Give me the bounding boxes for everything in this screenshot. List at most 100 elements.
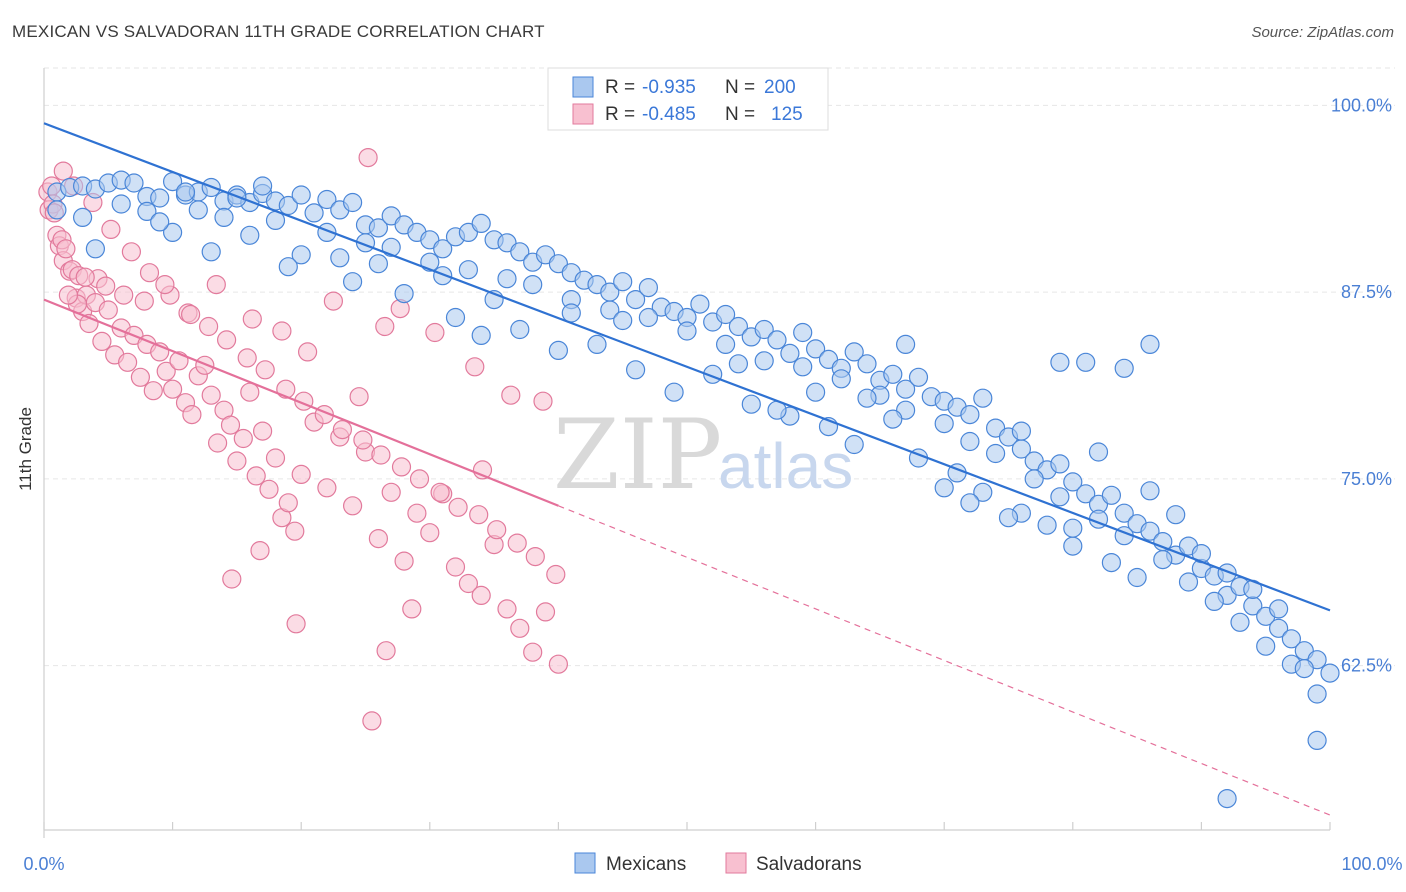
scatter-point-mexicans: [960, 493, 980, 513]
scatter-point-mexicans: [343, 272, 363, 292]
scatter-point-salvadorans: [409, 469, 430, 489]
scatter-point-salvadorans: [114, 285, 134, 305]
scatter-point-mexicans: [523, 275, 543, 295]
scatter-point-salvadorans: [286, 614, 306, 634]
scatter-point-mexicans: [908, 367, 929, 387]
scatter-point-mexicans: [291, 185, 311, 205]
scatter-point-mexicans: [137, 201, 157, 221]
scatter-point-mexicans: [343, 192, 363, 213]
x-ticks: [43, 822, 1331, 838]
scatter-point-salvadorans: [471, 585, 491, 606]
scatter-point-mexicans: [330, 248, 350, 268]
scatter-point-salvadorans: [375, 316, 395, 337]
scatter-point-mexicans: [985, 443, 1006, 464]
scatter-point-mexicans: [857, 354, 877, 374]
scatter-point-mexicans: [767, 330, 787, 350]
scatter-point-salvadorans: [53, 161, 73, 181]
scatter-point-mexicans: [625, 360, 646, 380]
scatter-point-salvadorans: [291, 464, 311, 484]
scatter-point-salvadorans: [56, 239, 76, 259]
scatter-point-mexicans: [728, 354, 749, 374]
legend-r-label-salvadorans: R =: [605, 104, 635, 125]
scatter-point-mexicans: [72, 207, 93, 227]
scatter-point-salvadorans: [208, 433, 228, 453]
scatter-point-mexicans: [741, 394, 761, 414]
scatter-point-mexicans: [304, 203, 324, 223]
scatter-point-mexicans: [1050, 352, 1070, 372]
scatter-point-mexicans: [587, 334, 607, 354]
scatter-point-mexicans: [664, 382, 684, 402]
scatter-point-salvadorans: [323, 291, 343, 311]
scatter-point-salvadorans: [533, 391, 553, 411]
scatter-point-salvadorans: [143, 381, 163, 401]
scatter-point-salvadorans: [259, 479, 279, 499]
y-axis-label: 11th Grade: [16, 407, 35, 491]
scatter-point-mexicans: [895, 379, 916, 399]
scatter-point-salvadorans: [130, 367, 150, 387]
scatter-point-salvadorans: [510, 618, 530, 638]
scatter-point-mexicans: [1268, 599, 1289, 619]
scatter-point-mexicans: [1281, 629, 1302, 649]
scatter-point-mexicans: [1063, 536, 1083, 556]
bottom-legend-swatch-salvadorans: [725, 852, 747, 874]
scatter-point-mexicans: [1076, 484, 1096, 504]
scatter-point-salvadorans: [58, 285, 79, 305]
scatter-point-mexicans: [458, 260, 478, 280]
chart-title: MEXICAN VS SALVADORAN 11TH GRADE CORRELA…: [12, 22, 545, 41]
watermark-atlas: atlas: [718, 430, 853, 502]
y-tick-label: 75.0%: [1341, 469, 1392, 489]
scatter-point-salvadorans: [117, 352, 138, 372]
scatter-point-salvadorans: [237, 348, 257, 368]
scatter-point-mexicans: [201, 242, 221, 262]
scatter-point-salvadorans: [220, 415, 241, 435]
series-salvadorans: [38, 148, 569, 731]
scatter-point-mexicans: [1256, 636, 1276, 656]
watermark: ZIP atlas: [553, 399, 853, 511]
scatter-point-salvadorans: [507, 533, 527, 553]
scatter-point-mexicans: [433, 239, 453, 259]
scatter-point-mexicans: [973, 482, 993, 502]
scatter-point-mexicans: [1050, 454, 1070, 474]
scatter-point-mexicans: [1063, 518, 1083, 538]
scatter-point-salvadorans: [285, 521, 305, 541]
scatter-point-mexicans: [793, 357, 813, 377]
top-legend: R = -0.935 N = 200 R = -0.485 N = 125: [547, 67, 829, 131]
scatter-point-mexicans: [831, 369, 851, 389]
scatter-point-mexicans: [1166, 505, 1186, 525]
scatter-point-salvadorans: [362, 711, 382, 731]
scatter-point-salvadorans: [134, 291, 154, 311]
scatter-point-mexicans: [1101, 485, 1122, 505]
scatter-point-salvadorans: [317, 478, 337, 498]
scatter-point-mexicans: [368, 254, 388, 274]
scatter-point-salvadorans: [371, 445, 391, 465]
scatter-point-salvadorans: [201, 385, 221, 405]
scatter-point-mexicans: [561, 303, 581, 323]
scatter-point-mexicans: [150, 212, 170, 232]
scatter-point-mexicans: [857, 388, 877, 408]
scatter-point-salvadorans: [250, 540, 270, 561]
scatter-point-salvadorans: [181, 304, 201, 325]
scatter-point-mexicans: [214, 207, 234, 227]
scatter-point-mexicans: [625, 290, 646, 310]
scatter-point-salvadorans: [407, 503, 427, 523]
scatter-point-mexicans: [150, 188, 170, 208]
trendline-mexicans: [43, 122, 1331, 612]
scatter-point-salvadorans: [548, 654, 569, 674]
legend-swatch-salvadorans: [572, 103, 594, 125]
y-tick-label: 62.5%: [1341, 656, 1392, 676]
scatter-point-salvadorans: [381, 482, 401, 502]
scatter-point-salvadorans: [182, 405, 202, 425]
scatter-point-mexicans: [1076, 352, 1096, 372]
scatter-point-mexicans: [188, 200, 208, 220]
scatter-point-salvadorans: [501, 385, 521, 405]
scatter-point-mexicans: [728, 316, 749, 337]
scatter-point-salvadorans: [217, 330, 237, 350]
scatter-point-salvadorans: [402, 599, 422, 619]
scatter-point-mexicans: [253, 176, 273, 196]
scatter-point-salvadorans: [240, 382, 260, 402]
legend-r-salvadorans: -0.485: [642, 104, 696, 125]
scatter-point-mexicans: [1230, 612, 1250, 632]
scatter-point-salvadorans: [265, 448, 286, 468]
scatter-point-salvadorans: [497, 599, 517, 619]
